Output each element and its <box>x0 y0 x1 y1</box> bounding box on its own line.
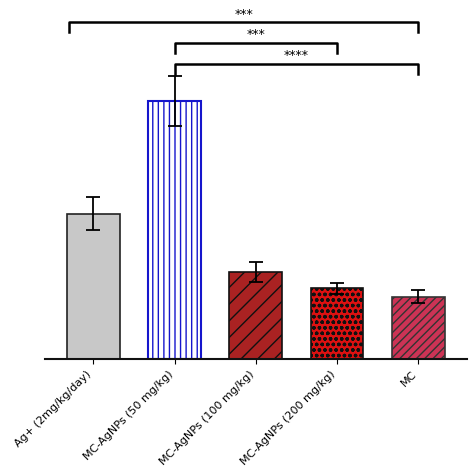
Bar <box>148 101 201 359</box>
Bar <box>229 272 282 359</box>
Text: ****: **** <box>284 49 309 62</box>
Bar <box>310 289 364 359</box>
Text: ***: *** <box>234 8 253 20</box>
Bar <box>392 297 445 359</box>
Text: ***: *** <box>246 28 265 41</box>
Bar <box>67 214 120 359</box>
